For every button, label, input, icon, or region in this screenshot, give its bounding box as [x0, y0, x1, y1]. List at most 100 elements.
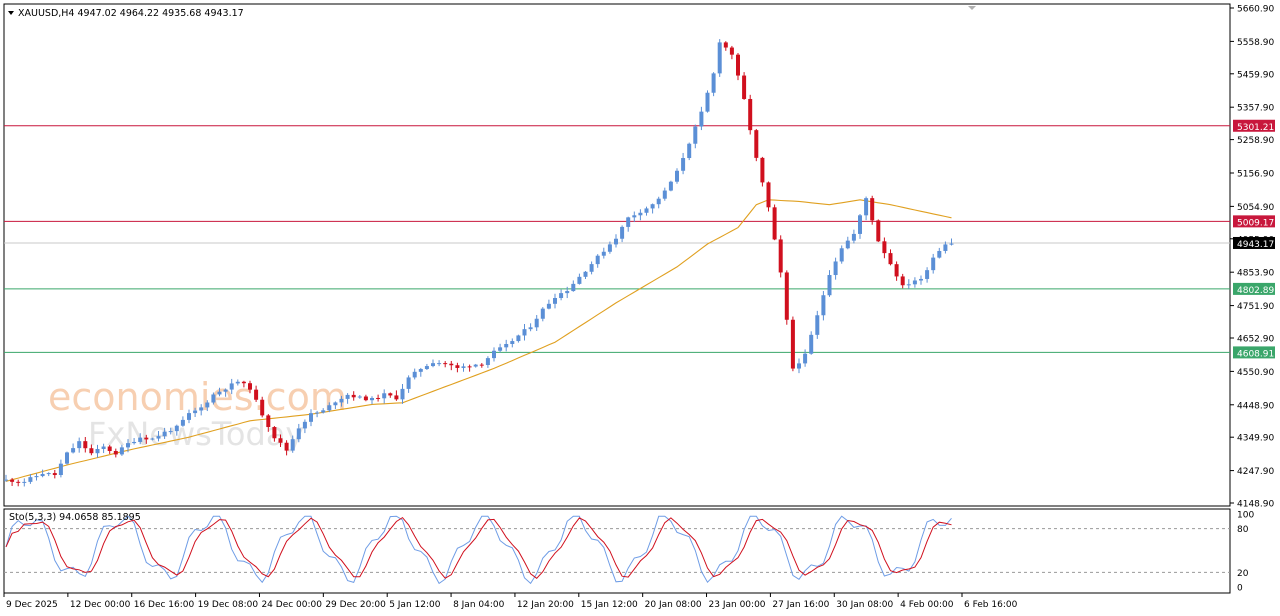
level-labels: 5301.21 5009.17 4943.17 4802.89 4608.91 [1233, 119, 1275, 359]
ma-line [5, 199, 952, 482]
candle [248, 380, 252, 394]
candle [58, 459, 63, 478]
candle [485, 356, 490, 368]
candle [126, 439, 130, 453]
symbol-info: XAUUSD,H4 4947.02 4964.22 4935.68 4943.1… [18, 8, 244, 19]
candle [132, 438, 137, 445]
candle [217, 387, 222, 397]
candle [632, 211, 637, 223]
candle [34, 473, 39, 481]
price-tick-label: 4751.90 [1237, 302, 1274, 312]
candle [119, 444, 124, 456]
candle [931, 253, 936, 274]
svg-text:4608.91: 4608.91 [1237, 349, 1274, 359]
candle [180, 416, 185, 427]
candle [302, 419, 307, 434]
candle [168, 427, 173, 435]
candle [4, 474, 8, 482]
level-label-3: 4802.89 [1233, 282, 1275, 296]
svg-text:5009.17: 5009.17 [1237, 218, 1274, 228]
candle [748, 94, 753, 135]
candle [345, 393, 350, 404]
candle [382, 389, 387, 404]
candle [736, 52, 740, 81]
scroll-marker-icon [968, 6, 976, 10]
price-tick-label: 4448.90 [1237, 401, 1274, 411]
candle [656, 196, 661, 209]
candle [760, 156, 765, 187]
candle [309, 409, 313, 427]
candle [95, 444, 100, 458]
candle [260, 396, 265, 418]
candle [815, 310, 820, 339]
candle [138, 433, 143, 445]
candle [912, 277, 917, 288]
candle [876, 219, 881, 243]
candle [431, 359, 435, 368]
candle [327, 402, 332, 413]
candle [577, 273, 582, 285]
stochastic-tick-label: 100 [1237, 511, 1254, 521]
candle [229, 378, 234, 395]
candle [553, 293, 557, 309]
candle [943, 241, 948, 254]
candle [254, 385, 259, 402]
candle [205, 400, 210, 412]
candle [778, 235, 783, 278]
candle [644, 206, 649, 216]
chevron-down-icon[interactable] [8, 11, 14, 15]
candle [272, 426, 277, 442]
candle [113, 448, 118, 458]
time-tick-label: 24 Dec 00:00 [261, 600, 322, 610]
candle [906, 279, 911, 289]
candle [766, 181, 771, 212]
candle [101, 443, 106, 454]
candle [601, 247, 606, 259]
candle [107, 444, 112, 454]
candle [626, 216, 631, 232]
candle [559, 289, 564, 301]
candle [919, 275, 923, 285]
candle [742, 72, 747, 100]
candle [528, 323, 533, 332]
candle [790, 316, 795, 372]
price-tick-label: 5660.90 [1237, 5, 1274, 15]
candle [71, 443, 76, 454]
candle [424, 363, 429, 370]
price-tick-label: 5459.90 [1237, 70, 1274, 80]
time-tick-label: 5 Jan 12:00 [389, 600, 441, 610]
candle [370, 396, 374, 405]
candle [949, 238, 954, 246]
candle [28, 474, 33, 484]
candle [199, 404, 204, 416]
candle [455, 362, 460, 373]
candle [333, 401, 338, 409]
candle [376, 394, 381, 402]
candle [351, 391, 356, 401]
stochastic-main-line [5, 515, 952, 585]
stochastic-label: Sto(5,3,3) 94.0658 85.1895 [9, 512, 141, 523]
time-tick-label: 23 Jan 00:00 [709, 600, 766, 610]
candle [723, 41, 728, 51]
candle [65, 451, 69, 465]
candle [705, 90, 710, 113]
price-tick-label: 4853.90 [1237, 269, 1274, 279]
price-tick-label: 4247.90 [1237, 467, 1274, 477]
moving-average [5, 199, 952, 482]
candle [162, 427, 167, 439]
candle [52, 469, 57, 479]
candle [870, 195, 875, 225]
candle [534, 315, 539, 331]
candle [266, 414, 271, 432]
candle [211, 392, 216, 405]
candle [315, 410, 320, 418]
candle [193, 407, 198, 417]
candle [595, 254, 600, 268]
candle [223, 388, 228, 397]
candle [187, 409, 191, 424]
candle [498, 343, 503, 353]
candle [400, 384, 405, 404]
candle [516, 334, 521, 343]
candle [845, 236, 850, 250]
